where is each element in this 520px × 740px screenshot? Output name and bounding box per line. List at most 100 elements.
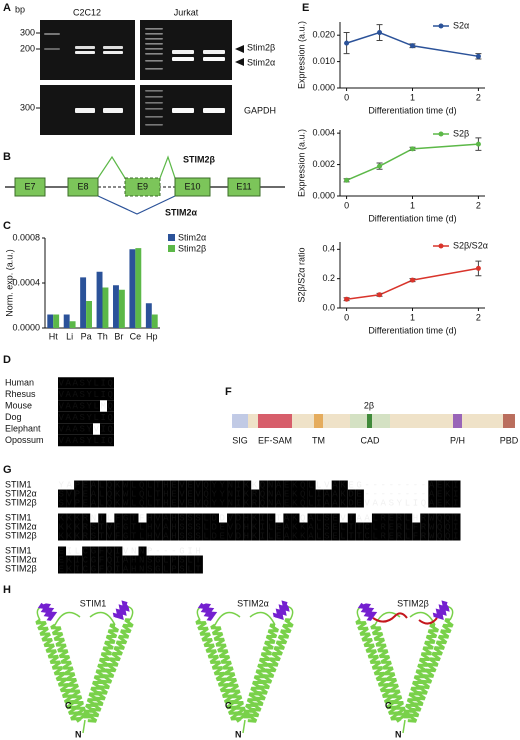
legend-point bbox=[438, 243, 444, 249]
y-tick-label: 0.0 bbox=[322, 302, 335, 312]
identity-shade bbox=[259, 531, 268, 541]
sequence: SVPEALQKWLQLTHEVEVQYYNIKRQNAEKQLIAAKDEVA… bbox=[59, 498, 462, 508]
legend-swatch bbox=[168, 234, 175, 241]
bar bbox=[80, 277, 87, 328]
sequence: EKICGFQIAHNSGLPSLT bbox=[59, 555, 204, 565]
band-label: Stim2α bbox=[247, 57, 275, 67]
identity-shade bbox=[93, 434, 100, 447]
identity-shade bbox=[202, 531, 211, 541]
bar bbox=[135, 248, 142, 328]
identity-shade bbox=[331, 513, 340, 523]
y-axis-label: S2β/S2α ratio bbox=[296, 248, 306, 303]
identity-shade bbox=[396, 513, 405, 523]
identity-shade bbox=[186, 513, 195, 523]
identity-shade bbox=[98, 555, 107, 565]
domain-label: P/H bbox=[450, 435, 465, 445]
identity-shade bbox=[65, 388, 72, 401]
identity-shade bbox=[307, 513, 316, 523]
identity-shade bbox=[388, 522, 397, 532]
identity-shade bbox=[138, 480, 147, 490]
identity-shade bbox=[283, 531, 292, 541]
sequence: KKKRSTVFGTLHVAHSSSLDEVDHKILEAKKALSELTTCL… bbox=[59, 531, 462, 541]
identity-shade bbox=[79, 423, 86, 435]
bar bbox=[102, 287, 109, 328]
y-tick-label: 0.2 bbox=[322, 273, 335, 283]
gel-band bbox=[172, 50, 194, 54]
identity-shade bbox=[452, 480, 461, 490]
domain bbox=[258, 414, 292, 428]
gel-band bbox=[145, 43, 163, 45]
gel-band bbox=[145, 38, 163, 40]
identity-shade bbox=[130, 522, 139, 532]
identity-shade bbox=[428, 513, 437, 523]
identity-shade bbox=[65, 377, 72, 389]
gel-band bbox=[75, 108, 95, 113]
identity-shade bbox=[107, 423, 114, 435]
identity-shade bbox=[259, 489, 268, 499]
identity-shade bbox=[371, 513, 380, 523]
identity-shade bbox=[90, 489, 99, 499]
identity-shade bbox=[58, 555, 67, 565]
identity-shade bbox=[202, 489, 211, 499]
identity-shade bbox=[170, 564, 179, 574]
sequence: KKKRNTLFGTFHVAHSSSLDDVDHKILTAKQALSEVTAAL… bbox=[59, 513, 462, 523]
sequence: EKICGFQIAHNSGLPSLT bbox=[59, 564, 204, 574]
identity-shade bbox=[170, 513, 179, 523]
identity-shade bbox=[58, 377, 65, 389]
exon bbox=[124, 177, 161, 197]
identity-shade bbox=[74, 513, 83, 523]
identity-shade bbox=[162, 489, 171, 499]
identity-shade bbox=[380, 513, 389, 523]
seq-name: STIM2α bbox=[5, 488, 37, 498]
identity-shade bbox=[146, 513, 155, 523]
identity-shade bbox=[186, 522, 195, 532]
identity-shade bbox=[299, 522, 308, 532]
identity-shade bbox=[210, 531, 219, 541]
x-tick-label: 1 bbox=[410, 312, 415, 322]
identity-shade bbox=[130, 555, 139, 565]
identity-shade bbox=[130, 489, 139, 499]
identity-shade bbox=[82, 555, 91, 565]
bar bbox=[86, 301, 92, 328]
identity-shade bbox=[106, 498, 115, 508]
identity-shade bbox=[283, 498, 292, 508]
identity-shade bbox=[339, 498, 348, 508]
identity-shade bbox=[315, 513, 324, 523]
identity-shade bbox=[412, 531, 421, 541]
identity-shade bbox=[86, 400, 93, 412]
x-tick-label: 2 bbox=[476, 92, 481, 102]
identity-shade bbox=[58, 489, 67, 499]
helix bbox=[35, 618, 82, 723]
identity-shade bbox=[404, 531, 413, 541]
legend-label: Stim2β bbox=[178, 243, 206, 253]
y-tick-label: 0.000 bbox=[312, 82, 335, 92]
helix bbox=[50, 623, 88, 721]
y-tick-label: 0.0004 bbox=[12, 277, 40, 287]
identity-shade bbox=[106, 489, 115, 499]
purple-helix bbox=[37, 602, 58, 621]
identity-shade bbox=[72, 388, 79, 401]
gel-band bbox=[145, 33, 163, 35]
identity-shade bbox=[107, 388, 114, 401]
identity-shade bbox=[323, 489, 332, 499]
identity-shade bbox=[444, 513, 453, 523]
identity-shade bbox=[98, 489, 107, 499]
species-name: Mouse bbox=[5, 400, 32, 410]
point bbox=[377, 30, 383, 36]
identity-shade bbox=[388, 531, 397, 541]
identity-shade bbox=[90, 564, 99, 574]
panel-label: B bbox=[3, 151, 11, 163]
identity-shade bbox=[74, 555, 83, 565]
identity-shade bbox=[315, 531, 324, 541]
identity-shade bbox=[74, 522, 83, 532]
species-name: Rhesus bbox=[5, 389, 36, 399]
loop bbox=[36, 605, 134, 626]
identity-shade bbox=[267, 498, 276, 508]
identity-shade bbox=[275, 531, 284, 541]
marker-label: 300 bbox=[20, 27, 35, 37]
identity-shade bbox=[93, 411, 100, 424]
bar bbox=[113, 285, 119, 328]
identity-shade bbox=[79, 400, 86, 412]
identity-shade bbox=[74, 480, 83, 490]
splice-alpha bbox=[97, 195, 176, 215]
